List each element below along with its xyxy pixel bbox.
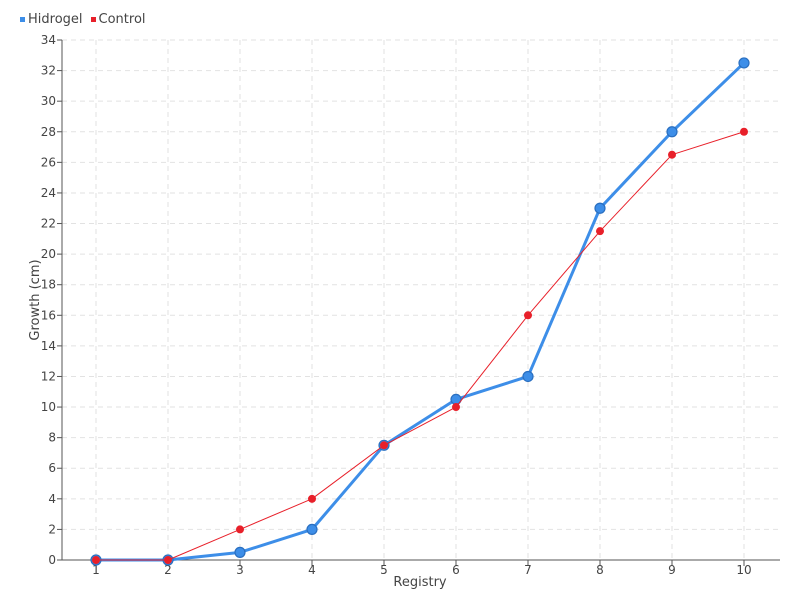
y-tick-label: 26 <box>41 155 56 169</box>
data-point-control[interactable] <box>380 441 388 450</box>
data-point-hidrogel[interactable] <box>306 523 318 536</box>
y-tick-label: 24 <box>41 186 56 200</box>
x-tick-label: 3 <box>236 563 244 577</box>
data-point-hidrogel[interactable] <box>234 546 246 558</box>
x-tick-label: 4 <box>308 563 316 577</box>
series-line-hidrogel <box>96 61 746 562</box>
y-tick-label: 8 <box>48 431 56 445</box>
data-point-hidrogel[interactable] <box>594 202 606 214</box>
series-control <box>92 127 748 564</box>
y-tick-label: 28 <box>41 125 56 139</box>
data-point-control[interactable] <box>164 556 172 564</box>
y-tick-label: 22 <box>41 217 56 231</box>
data-point-control[interactable] <box>668 150 676 159</box>
legend-swatch-control <box>90 17 96 22</box>
y-tick-label: 0 <box>48 553 56 567</box>
series-group <box>90 57 750 566</box>
data-point-control[interactable] <box>308 494 316 503</box>
data-point-control[interactable] <box>92 556 100 564</box>
legend: Hidrogel Control <box>20 12 146 27</box>
data-point-control[interactable] <box>236 525 244 534</box>
x-tick-label: 7 <box>524 563 532 577</box>
legend-item-control[interactable]: Control <box>90 12 146 27</box>
y-tick-label: 32 <box>41 64 56 78</box>
data-point-control[interactable] <box>524 311 532 320</box>
legend-item-hidrogel[interactable]: Hidrogel <box>20 12 83 27</box>
data-point-control[interactable] <box>596 227 604 236</box>
data-point-hidrogel[interactable] <box>738 57 750 69</box>
y-tick-label: 14 <box>41 339 56 353</box>
data-point-control[interactable] <box>452 403 460 412</box>
x-tick-labels: 1 2 3 4 5 6 7 8 9 10 <box>92 563 751 577</box>
series-line-control <box>96 131 745 561</box>
x-tick-label: 5 <box>380 563 388 577</box>
y-tick-label: 16 <box>41 308 56 322</box>
y-tick-label: 12 <box>41 369 56 383</box>
y-tick-label: 20 <box>41 247 56 261</box>
y-tick-label: 4 <box>48 492 56 506</box>
x-tick-label: 9 <box>668 563 676 577</box>
legend-swatch-hidrogel <box>20 17 25 22</box>
legend-label-hidrogel: Hidrogel <box>28 12 83 27</box>
x-tick-label: 2 <box>164 563 172 577</box>
data-point-hidrogel[interactable] <box>666 126 678 138</box>
x-tick-label: 6 <box>452 563 460 577</box>
legend-label-control: Control <box>98 12 146 27</box>
y-tick-label: 10 <box>41 400 56 414</box>
y-tick-label: 6 <box>48 461 56 475</box>
series-hidrogel <box>90 57 750 566</box>
x-tick-label: 1 <box>92 563 100 577</box>
y-axis-title: Growth (cm) <box>28 259 43 340</box>
y-tick-label: 18 <box>41 278 56 292</box>
grid-lines <box>62 39 780 560</box>
y-tick-label: 34 <box>41 33 56 47</box>
x-tick-label: 10 <box>736 563 751 577</box>
x-tick-label: 8 <box>596 563 604 577</box>
y-tick-label: 2 <box>48 522 56 536</box>
y-tick-label: 30 <box>41 94 56 108</box>
data-point-control[interactable] <box>740 127 748 136</box>
data-point-hidrogel[interactable] <box>522 370 534 383</box>
x-axis-title: Registry <box>393 575 447 590</box>
